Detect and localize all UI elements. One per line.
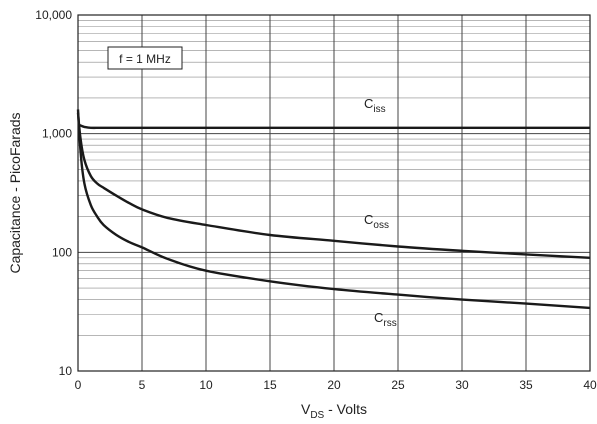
plot-frame [77,14,591,372]
x-tick-label: 30 [455,378,469,392]
y-tick-label: 10,000 [35,8,72,22]
y-tick-label: 100 [52,245,72,259]
x-tick-label: 25 [391,378,405,392]
series-label-crss: Crss [374,310,397,329]
x-axis-title: VDS - Volts [301,401,367,421]
series-line-coss [76,112,591,259]
series-label-coss: Coss [364,212,389,231]
x-tick-label: 15 [263,378,277,392]
series-label-ciss-main: C [364,96,373,111]
x-tick-label: 10 [199,378,213,392]
series-label-coss-main: C [364,212,373,227]
x-tick-label: 0 [75,378,82,392]
series-label-crss-sub: rss [383,318,396,329]
x-axis-title-suffix: - Volts [324,401,367,417]
annotation-box [107,46,183,70]
y-tick-labels: 10 100 1,000 10,000 [35,8,72,378]
series-label-ciss-sub: iss [373,104,385,115]
series-label-crss-main: C [374,310,383,325]
x-tick-labels: 0 5 10 15 20 25 30 35 40 [75,378,597,392]
x-tick-label: 5 [139,378,146,392]
series-line-crss [76,109,591,310]
series-label-coss-sub: oss [373,220,389,231]
y-tick-label: 10 [59,364,73,378]
x-tick-label: 35 [519,378,533,392]
y-axis-title: Capacitance - PicoFarads [7,112,23,273]
x-axis-title-sub: DS [310,410,324,421]
x-tick-label: 40 [583,378,597,392]
x-tick-label: 20 [327,378,341,392]
frequency-annotation: f = 1 MHz [107,46,183,70]
y-tick-label: 1,000 [42,127,72,141]
x-axis-title-main: V [301,401,311,417]
annotation-text: f = 1 MHz [119,52,171,66]
series-line-ciss [77,123,590,130]
series-label-ciss: Ciss [364,96,386,115]
series-layer [76,109,591,310]
